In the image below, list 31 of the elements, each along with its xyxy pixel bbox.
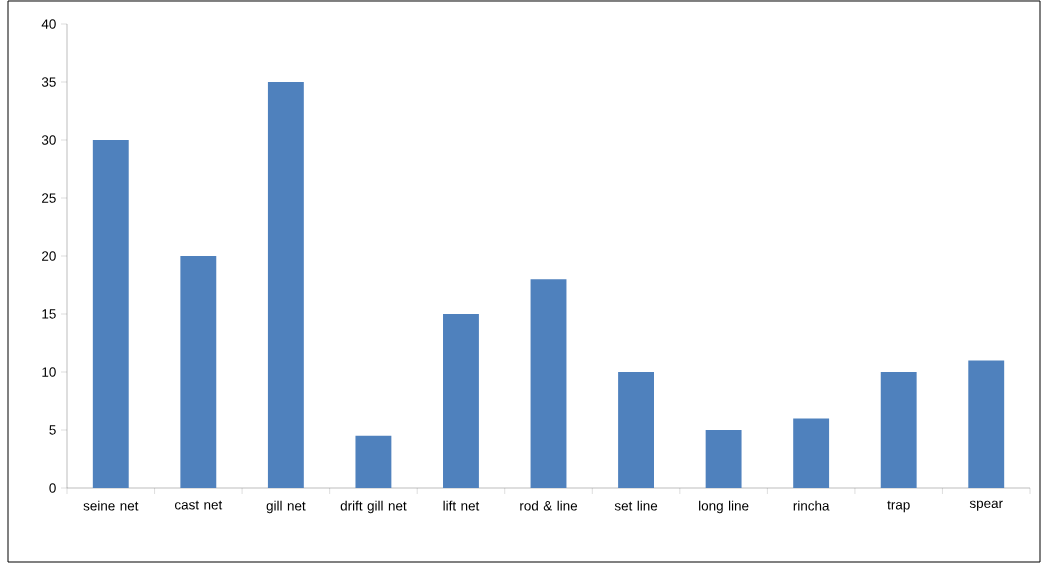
bar bbox=[530, 279, 567, 488]
bar bbox=[267, 82, 304, 488]
y-tick-label: 15 bbox=[42, 309, 56, 319]
y-tick-label: 35 bbox=[41, 77, 56, 87]
bar bbox=[880, 372, 917, 488]
bar bbox=[92, 140, 129, 488]
x-tick-label: drift gill net bbox=[340, 500, 407, 514]
bar bbox=[443, 314, 479, 488]
y-tick-label: 10 bbox=[42, 367, 56, 377]
y-tick-label: 0 bbox=[49, 483, 56, 493]
y-tick-label: 40 bbox=[41, 19, 56, 29]
bar bbox=[180, 256, 217, 488]
y-tick-label: 20 bbox=[42, 251, 56, 261]
y-tick-label: 5 bbox=[49, 425, 56, 435]
y-tick-label: 25 bbox=[42, 193, 56, 203]
x-tick-label: long line bbox=[699, 500, 749, 514]
x-tick-label: gill net bbox=[266, 500, 306, 514]
bar bbox=[705, 430, 742, 488]
x-tick-label: lift net bbox=[443, 500, 480, 511]
bar bbox=[968, 360, 1005, 488]
y-tick-label: 30 bbox=[41, 135, 56, 145]
bar bbox=[618, 372, 654, 488]
x-tick-label: rod & line bbox=[520, 500, 578, 511]
x-tick-label: trap bbox=[887, 500, 910, 513]
x-tick-label: seine net bbox=[83, 500, 139, 511]
bar bbox=[355, 435, 392, 488]
bar bbox=[793, 418, 830, 488]
x-tick-label: set line bbox=[614, 500, 658, 511]
x-tick-label: cast net bbox=[174, 500, 223, 510]
x-tick-label: spear bbox=[969, 500, 1003, 511]
x-tick-label: rincha bbox=[793, 500, 830, 511]
